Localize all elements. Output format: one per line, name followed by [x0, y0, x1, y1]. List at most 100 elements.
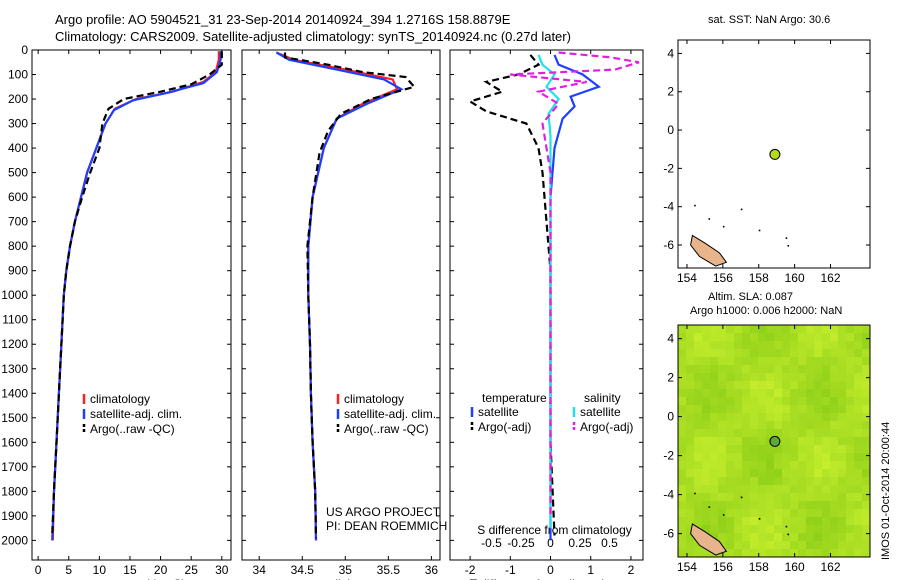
sla-heatmap-cell: [774, 405, 782, 413]
sla-heatmap-cell: [846, 509, 854, 517]
sla-heatmap-cell: [726, 341, 734, 349]
sla-heatmap-cell: [790, 461, 798, 469]
sla-heatmap-cell: [750, 421, 758, 429]
sla-heatmap-cell: [798, 325, 806, 333]
sla-heatmap-cell: [822, 397, 830, 405]
sla-heatmap-cell: [830, 397, 838, 405]
sla-heatmap-cell: [694, 397, 702, 405]
sla-heatmap-cell: [814, 421, 822, 429]
sla-heatmap-cell: [806, 461, 814, 469]
x-tick-label: 2: [628, 563, 635, 577]
sla-heatmap-cell: [702, 453, 710, 461]
sla-heatmap-cell: [726, 469, 734, 477]
sla-heatmap-cell: [742, 469, 750, 477]
y-tick-label: 1200: [1, 337, 28, 351]
y-tick-label: 1000: [1, 288, 28, 302]
sla-heatmap-cell: [766, 517, 774, 525]
sla-heatmap-cell: [710, 413, 718, 421]
y-tick-label: 1700: [1, 460, 28, 474]
sla-heatmap-cell: [790, 373, 798, 381]
sla-heatmap-cell: [798, 541, 806, 549]
sla-heatmap-cell: [766, 493, 774, 501]
sla-heatmap-cell: [750, 325, 758, 333]
legend-label: satellite-adj. clim.: [344, 407, 436, 421]
island-dot: [694, 204, 696, 207]
sla-heatmap-cell: [774, 461, 782, 469]
sla-heatmap-cell: [766, 365, 774, 373]
sla-heatmap-cell: [790, 365, 798, 373]
sla-heatmap-cell: [798, 389, 806, 397]
argo-float-marker: [769, 148, 781, 160]
sla-heatmap-cell: [822, 509, 830, 517]
sla-heatmap-cell: [830, 445, 838, 453]
x-axis-label: salinity: [323, 577, 360, 580]
sla-heatmap-cell: [758, 453, 766, 461]
sla-heatmap-cell: [782, 533, 790, 541]
sla-heatmap-cell: [758, 525, 766, 533]
sla-heatmap-cell: [814, 469, 822, 477]
sla-heatmap-cell: [782, 485, 790, 493]
sla-heatmap-cell: [846, 477, 854, 485]
sla-heatmap-cell: [734, 541, 742, 549]
sla-heatmap-cell: [846, 365, 854, 373]
sla-heatmap-cell: [758, 365, 766, 373]
sla-heatmap-cell: [726, 405, 734, 413]
sla-heatmap-cell: [846, 325, 854, 333]
sla-heatmap-cell: [742, 461, 750, 469]
sla-heatmap-cell: [702, 413, 710, 421]
sla-heatmap-cell: [710, 349, 718, 357]
sla-heatmap-cell: [854, 469, 862, 477]
sla-heatmap-cell: [766, 381, 774, 389]
sla-heatmap-cell: [702, 445, 710, 453]
sla-heatmap-cell: [790, 397, 798, 405]
sla-heatmap-cell: [830, 501, 838, 509]
sla-heatmap-cell: [830, 453, 838, 461]
y-tick-label: 4: [667, 332, 674, 346]
sla-heatmap-cell: [750, 381, 758, 389]
sla-heatmap-cell: [830, 333, 838, 341]
sla-heatmap-cell: [726, 501, 734, 509]
x-tick-label: -2: [465, 563, 476, 577]
sla-heatmap-cell: [702, 429, 710, 437]
sla-heatmap-cell: [766, 389, 774, 397]
sla-heatmap-cell: [726, 389, 734, 397]
sla-heatmap-cell: [822, 469, 830, 477]
sla-heatmap-cell: [854, 461, 862, 469]
sla-heatmap-cell: [862, 533, 870, 541]
sla-heatmap-cell: [838, 397, 846, 405]
sla-heatmap-cell: [702, 389, 710, 397]
sla-heatmap-cell: [790, 541, 798, 549]
sla-heatmap-cell: [726, 381, 734, 389]
sla-heatmap-cell: [846, 389, 854, 397]
sla-heatmap-cell: [774, 413, 782, 421]
sla-heatmap-cell: [726, 533, 734, 541]
y-tick-label: 1100: [2, 313, 28, 327]
sla-heatmap-cell: [718, 357, 726, 365]
sla-heatmap-cell: [854, 357, 862, 365]
sla-heatmap-cell: [694, 365, 702, 373]
sst-map-title: sat. SST: NaN Argo: 30.6: [708, 14, 831, 26]
sla-heatmap-cell: [782, 365, 790, 373]
sla-heatmap-cell: [790, 429, 798, 437]
sla-heatmap-cell: [686, 413, 694, 421]
sla-heatmap-cell: [742, 437, 750, 445]
figure-title-line2: Climatology: CARS2009. Satellite-adjuste…: [55, 29, 571, 44]
sla-heatmap-cell: [734, 381, 742, 389]
sla-heatmap-cell: [678, 397, 686, 405]
sla-heatmap-cell: [710, 501, 718, 509]
sla-heatmap-cell: [758, 469, 766, 477]
sla-heatmap-cell: [686, 333, 694, 341]
y-tick-label: -2: [663, 449, 674, 463]
sla-heatmap-cell: [702, 493, 710, 501]
sla-heatmap-cell: [846, 421, 854, 429]
sla-heatmap-cell: [694, 413, 702, 421]
sla-heatmap-cell: [774, 341, 782, 349]
sla-heatmap-cell: [790, 549, 798, 557]
sla-heatmap-cell: [838, 533, 846, 541]
sla-heatmap-cell: [750, 349, 758, 357]
sla-heatmap-cell: [798, 429, 806, 437]
sla-heatmap-cell: [814, 365, 822, 373]
sst-map-land: [690, 234, 728, 267]
sla-heatmap-cell: [830, 549, 838, 557]
sla-heatmap-cell: [686, 357, 694, 365]
